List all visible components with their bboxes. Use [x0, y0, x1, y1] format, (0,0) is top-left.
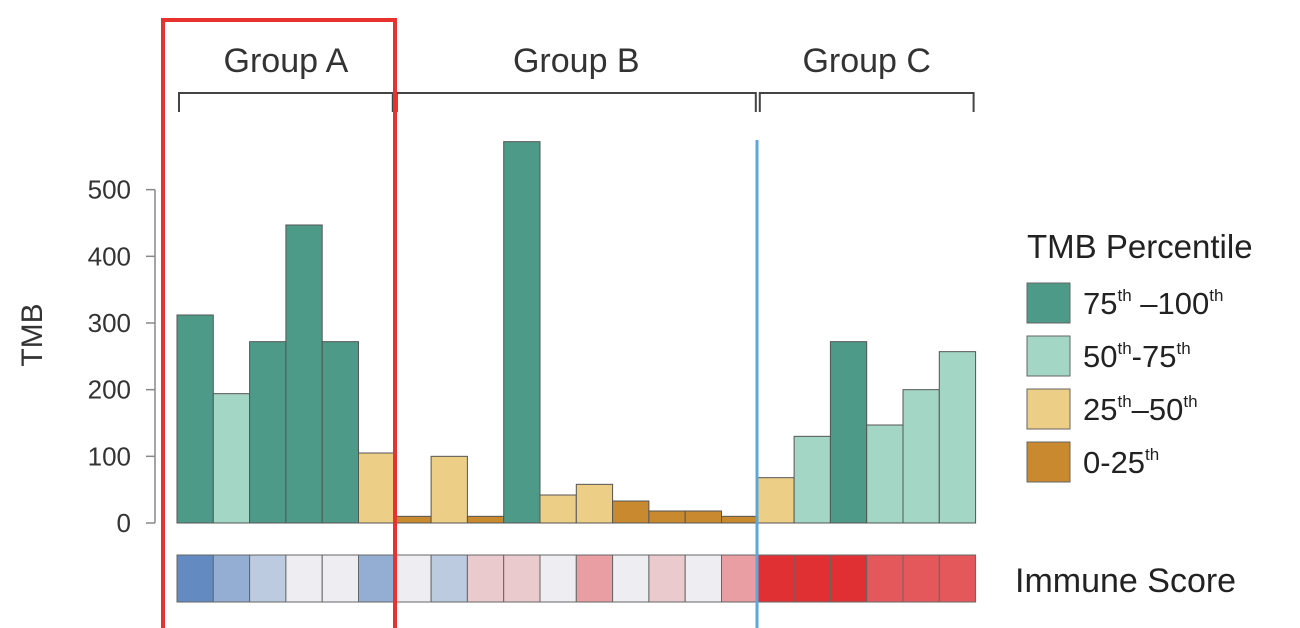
- heatmap-cell: [466, 554, 505, 603]
- immune-score-heatmap: Immune Score: [176, 554, 1236, 603]
- bar: [866, 424, 904, 524]
- group-bracket: [395, 92, 757, 112]
- group-bracket: [178, 92, 394, 112]
- heatmap-cell: [648, 554, 686, 603]
- heatmap-cell: [721, 554, 759, 603]
- y-tick-label: 400: [88, 241, 131, 271]
- heatmap-cell: [430, 554, 468, 603]
- group-brackets: Group A Group B Group C: [178, 42, 975, 112]
- bar: [902, 389, 940, 524]
- legend-swatch: [1026, 282, 1071, 324]
- legend-title: TMB Percentile: [1027, 228, 1253, 265]
- heatmap-cell: [394, 554, 432, 603]
- bar: [503, 141, 541, 524]
- bar: [466, 515, 505, 524]
- heatmap-cell: [684, 554, 723, 603]
- legend-label: 50th​-75th​: [1083, 339, 1191, 374]
- bar: [648, 510, 686, 524]
- bar: [430, 455, 468, 524]
- y-tick-label: 500: [88, 175, 131, 205]
- bar: [612, 500, 650, 524]
- bar: [575, 483, 614, 524]
- bar: [721, 515, 759, 524]
- bar: [829, 341, 868, 524]
- bar: [358, 452, 396, 524]
- heatmap-cell: [176, 554, 214, 603]
- y-axis-label: TMB: [16, 303, 49, 366]
- heatmap-cell: [866, 554, 904, 603]
- bar: [285, 224, 323, 524]
- bar: [321, 341, 360, 524]
- y-axis: 0 100 200 300 400 500 TMB: [16, 175, 156, 538]
- legend: TMB Percentile 75th​ –100th​ 50th​-75th​ 25…: [1026, 228, 1253, 483]
- bar: [684, 510, 723, 524]
- heatmap-cell: [902, 554, 940, 603]
- heatmap-cell: [358, 554, 396, 603]
- annotations: [161, 18, 759, 628]
- heatmap-cell: [829, 554, 868, 603]
- heatmap-cell: [321, 554, 360, 603]
- legend-swatch: [1026, 441, 1071, 483]
- bar: [757, 477, 795, 524]
- heatmap-cell: [539, 554, 577, 603]
- group-a-highlight-box: [161, 18, 397, 628]
- bars: [176, 141, 977, 524]
- legend-swatch: [1026, 388, 1071, 430]
- legend-label: 25th​–50th​: [1083, 392, 1198, 427]
- group-label: Group B: [513, 42, 640, 80]
- y-tick-label: 300: [88, 308, 131, 338]
- bar: [539, 494, 577, 524]
- heatmap-label: Immune Score: [1015, 562, 1236, 600]
- legend-swatch: [1026, 335, 1071, 377]
- legend-label: 75th​ –100th​: [1083, 286, 1223, 321]
- bar: [176, 314, 214, 524]
- group-label: Group A: [224, 42, 349, 80]
- heatmap-cell: [938, 554, 977, 603]
- bar: [212, 393, 251, 524]
- y-tick-label: 100: [88, 441, 131, 471]
- heatmap-cell: [793, 554, 831, 603]
- bar: [249, 341, 287, 524]
- group-bracket: [758, 92, 975, 112]
- heatmap-cell: [249, 554, 287, 603]
- legend-label: 0-25th​: [1083, 445, 1159, 480]
- heatmap-cell: [212, 554, 251, 603]
- heatmap-cell: [757, 554, 795, 603]
- bar: [394, 515, 432, 524]
- y-tick-label: 200: [88, 375, 131, 405]
- heatmap-cell: [612, 554, 650, 603]
- y-tick-label: 0: [117, 508, 131, 538]
- heatmap-cell: [285, 554, 323, 603]
- bar: [938, 351, 977, 524]
- heatmap-cell: [575, 554, 614, 603]
- heatmap-cell: [503, 554, 541, 603]
- bar: [793, 435, 831, 524]
- group-label: Group C: [802, 42, 931, 80]
